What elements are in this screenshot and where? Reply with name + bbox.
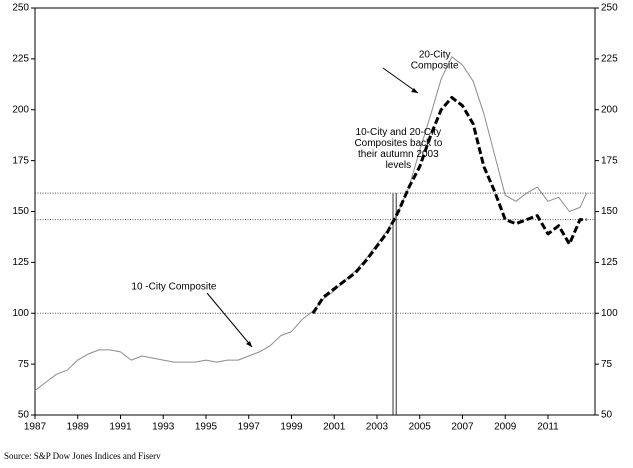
annotation: levels [386, 160, 412, 171]
x-tick-label: 2007 [451, 422, 474, 433]
arrow [382, 67, 419, 94]
arrowhead [246, 341, 252, 347]
y2-tick-label: 150 [601, 206, 618, 217]
x-tick-label: 2003 [366, 422, 389, 433]
x-tick-label: 2001 [323, 422, 346, 433]
annotation: 10 -City Composite [131, 281, 216, 292]
y-tick-label: 100 [12, 308, 29, 319]
x-tick-label: 1993 [152, 422, 175, 433]
y-tick-label: 225 [12, 54, 29, 65]
series-line [311, 96, 587, 315]
annotation: Composite [411, 60, 459, 71]
annotation: Composites back to [354, 138, 442, 149]
y2-tick-label: 50 [601, 410, 613, 421]
y-tick-label: 250 [12, 3, 29, 14]
y-tick-label: 125 [12, 257, 29, 268]
y2-tick-label: 75 [601, 359, 613, 370]
source: Source: S&P Dow Jones Indices and Fiserv [4, 451, 161, 461]
annotation: 10-City and 20-City [356, 127, 442, 138]
arrowhead [411, 88, 418, 93]
x-tick-label: 1987 [24, 422, 47, 433]
x-tick-label: 1995 [195, 422, 218, 433]
annotation: their autumn 2003 [358, 149, 439, 160]
x-tick-label: 2009 [494, 422, 517, 433]
y-tick-label: 200 [12, 104, 29, 115]
y-tick-label: 50 [18, 410, 30, 421]
y2-tick-label: 125 [601, 257, 618, 268]
y2-tick-label: 100 [601, 308, 618, 319]
x-tick-label: 1991 [109, 422, 132, 433]
series-line [34, 56, 587, 391]
annotation: 20-City [419, 49, 451, 60]
y2-tick-label: 250 [601, 3, 618, 14]
x-tick-label: 1997 [238, 422, 261, 433]
x-tick-label: 2011 [537, 422, 559, 433]
y-tick-label: 150 [12, 206, 29, 217]
y-tick-label: 75 [18, 359, 30, 370]
y2-tick-label: 225 [601, 54, 618, 65]
x-tick-label: 2005 [409, 422, 432, 433]
x-tick-label: 1989 [67, 422, 90, 433]
plot-frame [34, 7, 596, 416]
y2-tick-label: 175 [601, 155, 618, 166]
y2-tick-label: 200 [601, 104, 618, 115]
arrow [206, 292, 253, 348]
y-tick-label: 175 [12, 155, 29, 166]
x-tick-label: 1999 [280, 422, 303, 433]
